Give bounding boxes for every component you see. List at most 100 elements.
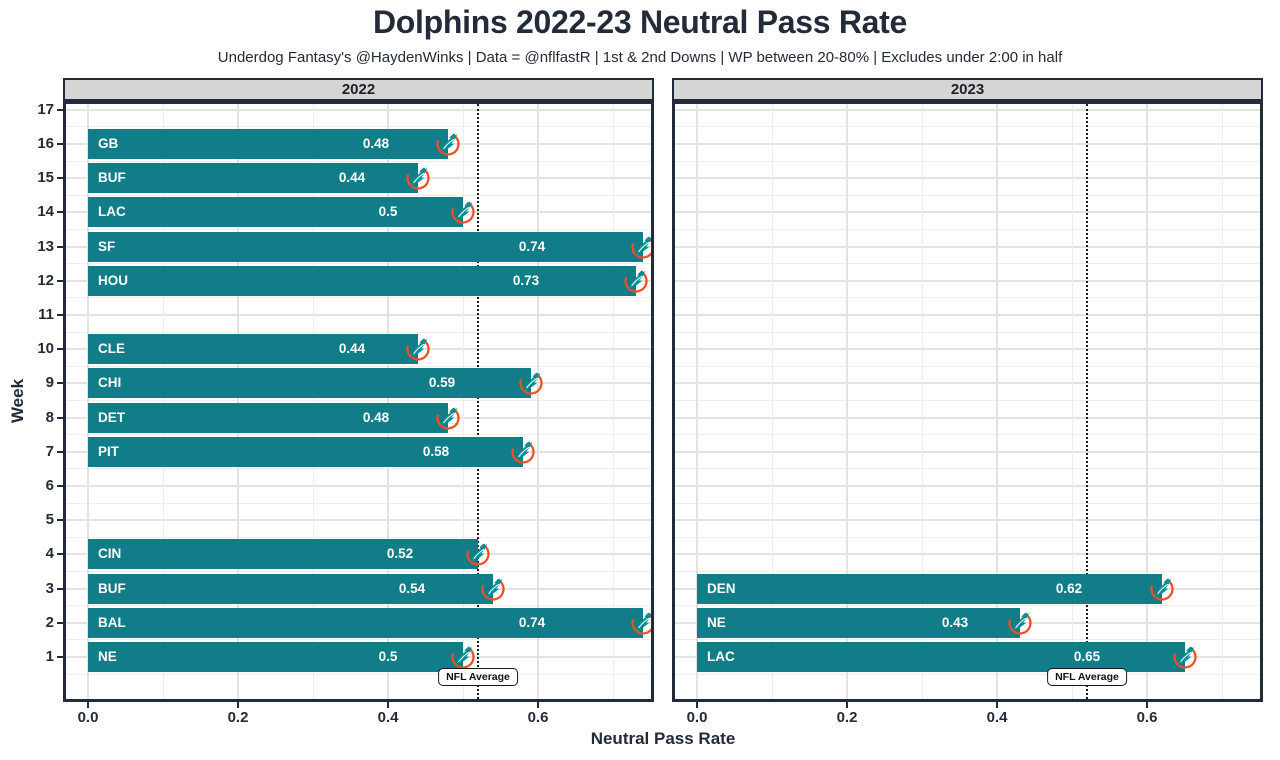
bar-team-label: NE — [707, 614, 726, 630]
dolphins-logo-icon — [404, 335, 432, 363]
gridline-horizontal — [675, 211, 1260, 214]
dolphins-logo-icon — [1148, 575, 1176, 603]
gridline-horizontal — [66, 108, 651, 111]
dolphins-logo-icon — [517, 369, 545, 397]
gridline-vertical — [1072, 104, 1073, 699]
gridline-vertical — [996, 104, 998, 699]
gridline-horizontal — [66, 126, 651, 128]
bar-value-label: 0.54 — [398, 580, 426, 596]
gridline-vertical — [1146, 104, 1148, 699]
week-axis: 17 16 15 14 13 12 11 10 9 8 7 6 5 4 3 2 1 — [0, 101, 63, 702]
bar-team-label: HOU — [98, 272, 128, 288]
facet-strip-2023: 2023 — [672, 78, 1263, 101]
x-tick-label: 0.4 — [986, 709, 1008, 726]
bar: NE 0.43 — [697, 607, 1020, 638]
panel-2023: DEN 0.62 NE 0.43 LAC 0.65 NFL Average — [672, 101, 1263, 702]
bar-value-label: 0.52 — [386, 546, 414, 562]
gridline-horizontal — [675, 126, 1260, 128]
gridline-horizontal — [66, 673, 651, 675]
week-tick-label: 13 — [37, 237, 54, 255]
bar-team-label: CHI — [98, 375, 122, 391]
dolphins-logo-icon — [509, 438, 537, 466]
gridline-horizontal — [66, 434, 651, 436]
page-title: Dolphins 2022-23 Neutral Pass Rate — [372, 4, 908, 40]
bar-value-label: 0.43 — [941, 614, 969, 630]
gridline-vertical — [237, 104, 239, 699]
gridline-vertical — [1222, 104, 1223, 699]
gridline-horizontal — [675, 297, 1260, 299]
dolphins-logo-icon — [479, 575, 507, 603]
week-tick-label: 11 — [38, 306, 54, 323]
gridline-horizontal — [675, 331, 1260, 333]
bar-value-label: 0.44 — [338, 341, 366, 357]
x-tick-label: 0.4 — [377, 709, 399, 726]
gridline-horizontal — [675, 502, 1260, 504]
x-axis-2022: 0.0 0.2 0.4 0.6 — [63, 702, 654, 730]
bar: CLE 0.44 — [88, 334, 418, 365]
bar: SF 0.74 — [88, 231, 643, 262]
gridline-vertical — [537, 104, 539, 699]
week-axis-tick — [57, 416, 63, 419]
gridline-horizontal — [66, 536, 651, 538]
gridline-horizontal — [675, 400, 1260, 401]
gridline-horizontal — [66, 639, 651, 641]
week-axis-tick — [57, 553, 63, 556]
gridline-horizontal — [675, 143, 1260, 145]
bar: DEN 0.62 — [697, 573, 1162, 604]
bar-value-label: 0.59 — [428, 375, 456, 391]
gridline-horizontal — [675, 160, 1260, 162]
gridline-horizontal — [675, 365, 1260, 367]
gridline-horizontal — [675, 468, 1260, 470]
gridline-vertical — [313, 104, 314, 699]
gridline-horizontal — [675, 605, 1260, 607]
bar-team-label: CLE — [98, 341, 125, 357]
gridline-horizontal — [66, 331, 651, 333]
bar-value-label: 0.74 — [518, 614, 546, 630]
bar-team-label: PIT — [98, 443, 120, 459]
gridline-horizontal — [675, 263, 1260, 265]
dolphins-logo-icon — [1171, 643, 1199, 671]
week-tick-label: 15 — [37, 169, 54, 187]
gridline-horizontal — [66, 263, 651, 265]
bar-team-label: NE — [98, 649, 117, 664]
week-tick-label: 1 — [45, 648, 54, 665]
gridline-vertical — [387, 104, 389, 699]
gridline-horizontal — [66, 400, 651, 401]
week-tick-label: 2 — [45, 613, 54, 631]
gridline-horizontal — [675, 108, 1260, 111]
gridline-horizontal — [66, 519, 651, 522]
gridline-vertical — [163, 104, 164, 699]
gridline-horizontal — [675, 536, 1260, 538]
week-tick-label: 10 — [37, 340, 54, 358]
bar: CIN 0.52 — [88, 539, 478, 570]
gridline-horizontal — [66, 160, 651, 162]
bar-value-label: 0.73 — [512, 272, 540, 288]
bar-team-label: BUF — [98, 580, 126, 596]
gridline-horizontal — [66, 297, 651, 299]
week-axis-tick — [57, 279, 63, 282]
week-tick-label: 6 — [45, 477, 54, 494]
gridline-vertical — [696, 104, 698, 699]
gridline-vertical — [463, 104, 464, 699]
gridline-horizontal — [675, 673, 1260, 675]
gridline-horizontal — [675, 416, 1260, 419]
x-axis-tick — [696, 702, 698, 708]
gridline-horizontal — [675, 434, 1260, 436]
week-tick-label: 16 — [37, 135, 54, 152]
bar: DET 0.48 — [88, 402, 448, 433]
week-tick-label: 12 — [37, 271, 54, 289]
x-tick-label: 0.0 — [77, 709, 99, 726]
bar-value-label: 0.5 — [378, 649, 398, 664]
gridline-horizontal — [66, 605, 651, 607]
bar: BUF 0.54 — [88, 573, 493, 604]
nfl-average-line — [1086, 104, 1088, 699]
x-axis-2023: 0.0 0.2 0.4 0.6 — [672, 702, 1263, 730]
week-axis-tick — [57, 177, 63, 180]
gridline-horizontal — [675, 450, 1260, 453]
gridline-horizontal — [66, 365, 651, 367]
panel-2022: GB 0.48 BUF 0.44 LAC 0.5 SF 0.74 HOU 0.73 CLE 0.44 C… — [63, 101, 654, 702]
bar-team-label: BAL — [98, 614, 126, 630]
dolphins-logo-icon — [434, 404, 462, 432]
bar: NE 0.5 — [88, 642, 463, 672]
gridline-horizontal — [675, 279, 1260, 282]
